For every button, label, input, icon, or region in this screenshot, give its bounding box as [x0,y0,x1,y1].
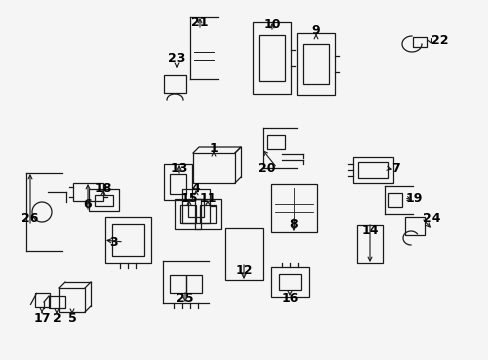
Text: 3: 3 [109,235,118,248]
Bar [266,135,285,149]
Bar [188,199,203,217]
Bar [170,174,185,194]
Bar [296,33,334,95]
Text: 13: 13 [170,162,187,175]
Text: 10: 10 [263,18,280,31]
Bar [405,217,424,235]
Bar [258,35,285,81]
Bar [89,189,119,211]
Bar [59,288,85,312]
Bar [356,225,382,263]
Bar [200,205,215,223]
Text: 21: 21 [191,15,208,28]
Bar [163,75,185,93]
Bar [357,162,387,178]
Bar [73,183,103,201]
Bar [193,153,235,183]
Text: 12: 12 [235,264,252,276]
Bar [195,199,221,229]
Bar [302,44,328,84]
Bar [182,189,209,223]
Bar [175,199,201,229]
Text: 24: 24 [423,211,440,225]
Bar [180,205,195,223]
Bar [270,184,316,232]
Text: 8: 8 [289,217,298,230]
Text: 6: 6 [83,198,92,211]
Bar [412,37,426,47]
Text: 17: 17 [33,311,51,324]
Text: 11: 11 [199,192,216,204]
Bar [278,274,301,290]
Bar [105,217,151,263]
Bar [112,224,144,256]
Text: 23: 23 [168,51,185,64]
Bar [49,296,65,308]
Text: 9: 9 [311,23,320,36]
Text: 18: 18 [94,181,111,194]
Text: 20: 20 [258,162,275,175]
Bar [95,194,113,206]
Text: 19: 19 [405,192,422,204]
Text: 2: 2 [53,311,61,324]
Text: 5: 5 [67,311,76,324]
Bar [387,193,401,207]
Text: 4: 4 [191,181,200,194]
Bar [252,22,290,94]
Text: 26: 26 [21,211,39,225]
Bar [170,275,185,293]
Text: 1: 1 [209,141,218,154]
Text: 15: 15 [180,192,197,204]
Bar [185,275,202,293]
Bar [35,293,49,307]
Text: 25: 25 [176,292,193,305]
Bar [224,228,263,280]
Text: 16: 16 [281,292,298,305]
Bar [163,164,192,200]
Text: 22: 22 [430,33,448,46]
Text: 14: 14 [361,224,378,237]
Text: 7: 7 [391,162,400,175]
Bar [270,267,308,297]
Bar [352,157,392,183]
